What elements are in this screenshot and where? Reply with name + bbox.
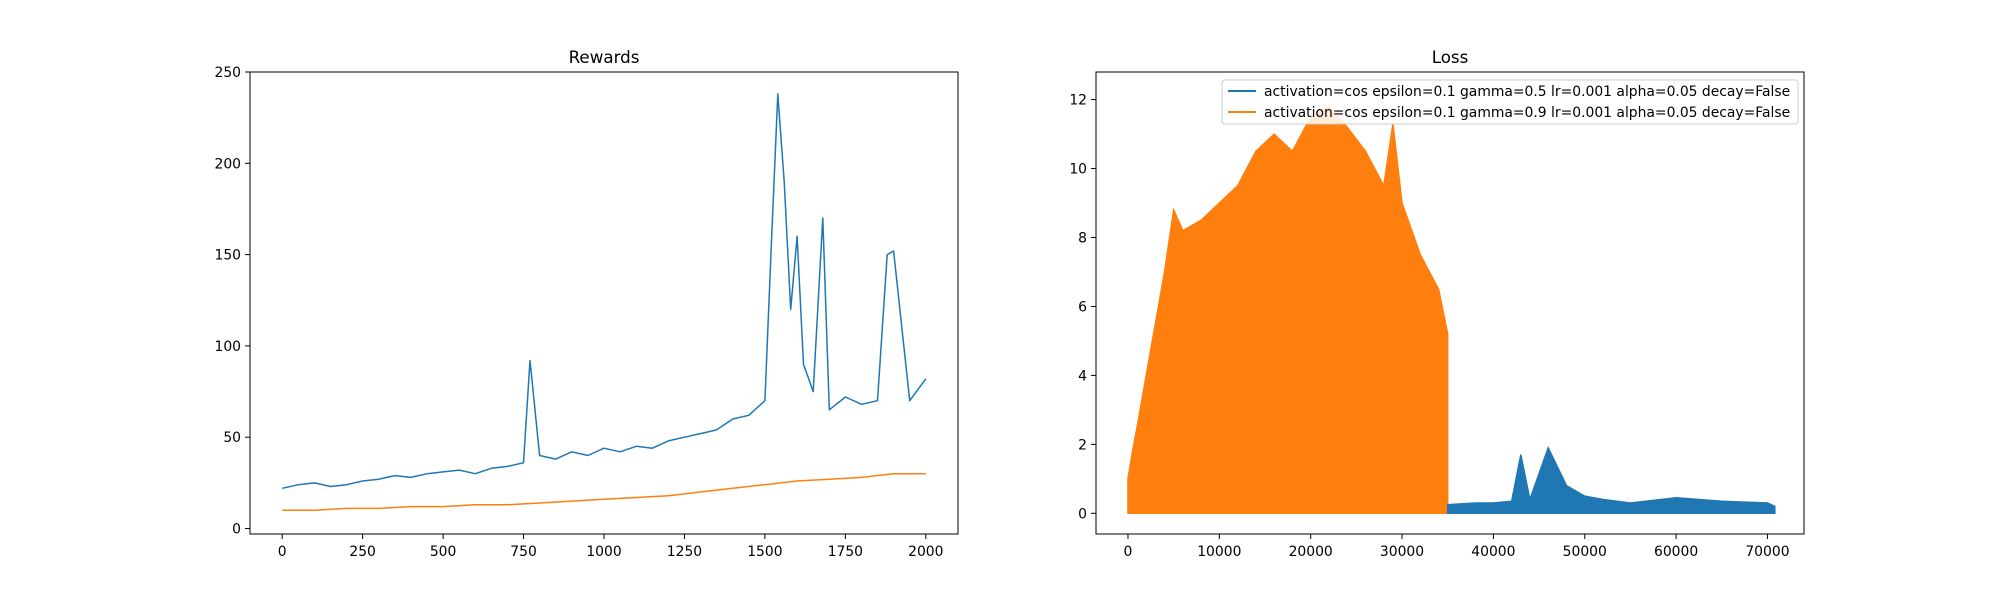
loss-series-0 [1446, 445, 1776, 515]
rewards-x-tick-label: 750 [510, 544, 537, 560]
rewards-y-tick-label: 250 [214, 65, 241, 81]
loss-axes-frame [1095, 71, 1805, 535]
loss-y-tick-label: 12 [1069, 93, 1087, 109]
rewards-plot-area: 0 250 500 750 1000 1250 1500 1750 2000 0 50 100 150 2… [214, 65, 943, 560]
loss-x-tick-label: 20000 [1289, 544, 1333, 560]
rewards-x-axis: 0 250 500 750 1000 1250 1500 1750 2000 [278, 534, 943, 560]
loss-y-tick-label: 2 [1078, 437, 1087, 453]
legend-label-series-0: activation=cos epsilon=0.1 gamma=0.5 lr=… [1264, 84, 1790, 100]
rewards-title: Rewards [569, 47, 640, 67]
rewards-x-tick-label: 1500 [747, 544, 782, 560]
loss-x-tick-label: 50000 [1563, 544, 1607, 560]
legend-label-series-1: activation=cos epsilon=0.1 gamma=0.9 lr=… [1264, 105, 1790, 121]
rewards-x-tick-label: 1000 [586, 544, 621, 560]
loss-y-axis: 0 2 4 6 8 10 12 [1069, 93, 1096, 522]
loss-series-1 [1127, 105, 1449, 515]
rewards-x-tick-label: 2000 [908, 544, 943, 560]
rewards-x-tick-label: 1750 [828, 544, 863, 560]
loss-panel: Loss 0 10000 20000 30000 40000 50000 60000 7000… [1069, 47, 1805, 560]
loss-y-tick-label: 10 [1069, 162, 1087, 178]
loss-x-axis: 0 10000 20000 30000 40000 50000 60000 70000 [1124, 534, 1790, 560]
loss-y-tick-label: 6 [1078, 299, 1087, 315]
loss-y-tick-label: 0 [1078, 506, 1087, 522]
rewards-x-tick-label: 250 [349, 544, 376, 560]
rewards-x-tick-label: 1250 [667, 544, 702, 560]
rewards-series-0 [282, 93, 927, 490]
rewards-panel: Rewards 0 250 500 750 1000 1250 1500 1750 2000 0 5… [214, 47, 959, 560]
rewards-y-axis: 0 50 100 150 200 250 [214, 65, 250, 538]
legend-box [1221, 79, 1799, 125]
rewards-y-tick-label: 50 [223, 430, 241, 446]
loss-x-tick-label: 60000 [1654, 544, 1698, 560]
rewards-series-layer [282, 93, 927, 512]
loss-plot-area: 0 10000 20000 30000 40000 50000 60000 70000 0 2 4 6… [1069, 93, 1789, 560]
loss-x-tick-label: 10000 [1197, 544, 1241, 560]
loss-y-tick-label: 8 [1078, 230, 1087, 246]
loss-y-tick-label: 4 [1078, 368, 1087, 384]
loss-series-layer [1127, 105, 1776, 515]
loss-x-tick-label: 0 [1124, 544, 1133, 560]
loss-x-tick-label: 70000 [1745, 544, 1789, 560]
loss-x-tick-label: 40000 [1471, 544, 1515, 560]
rewards-series-1 [282, 472, 926, 512]
rewards-x-tick-label: 0 [278, 544, 287, 560]
rewards-y-tick-label: 200 [214, 156, 241, 172]
loss-legend: activation=cos epsilon=0.1 gamma=0.5 lr=… [1221, 79, 1799, 125]
rewards-y-tick-label: 150 [214, 248, 241, 264]
rewards-y-tick-label: 0 [232, 522, 241, 538]
rewards-x-tick-label: 500 [430, 544, 457, 560]
rewards-y-tick-label: 100 [214, 339, 241, 355]
loss-title: Loss [1432, 47, 1469, 67]
loss-x-tick-label: 30000 [1380, 544, 1424, 560]
rewards-axes-frame [249, 71, 959, 535]
